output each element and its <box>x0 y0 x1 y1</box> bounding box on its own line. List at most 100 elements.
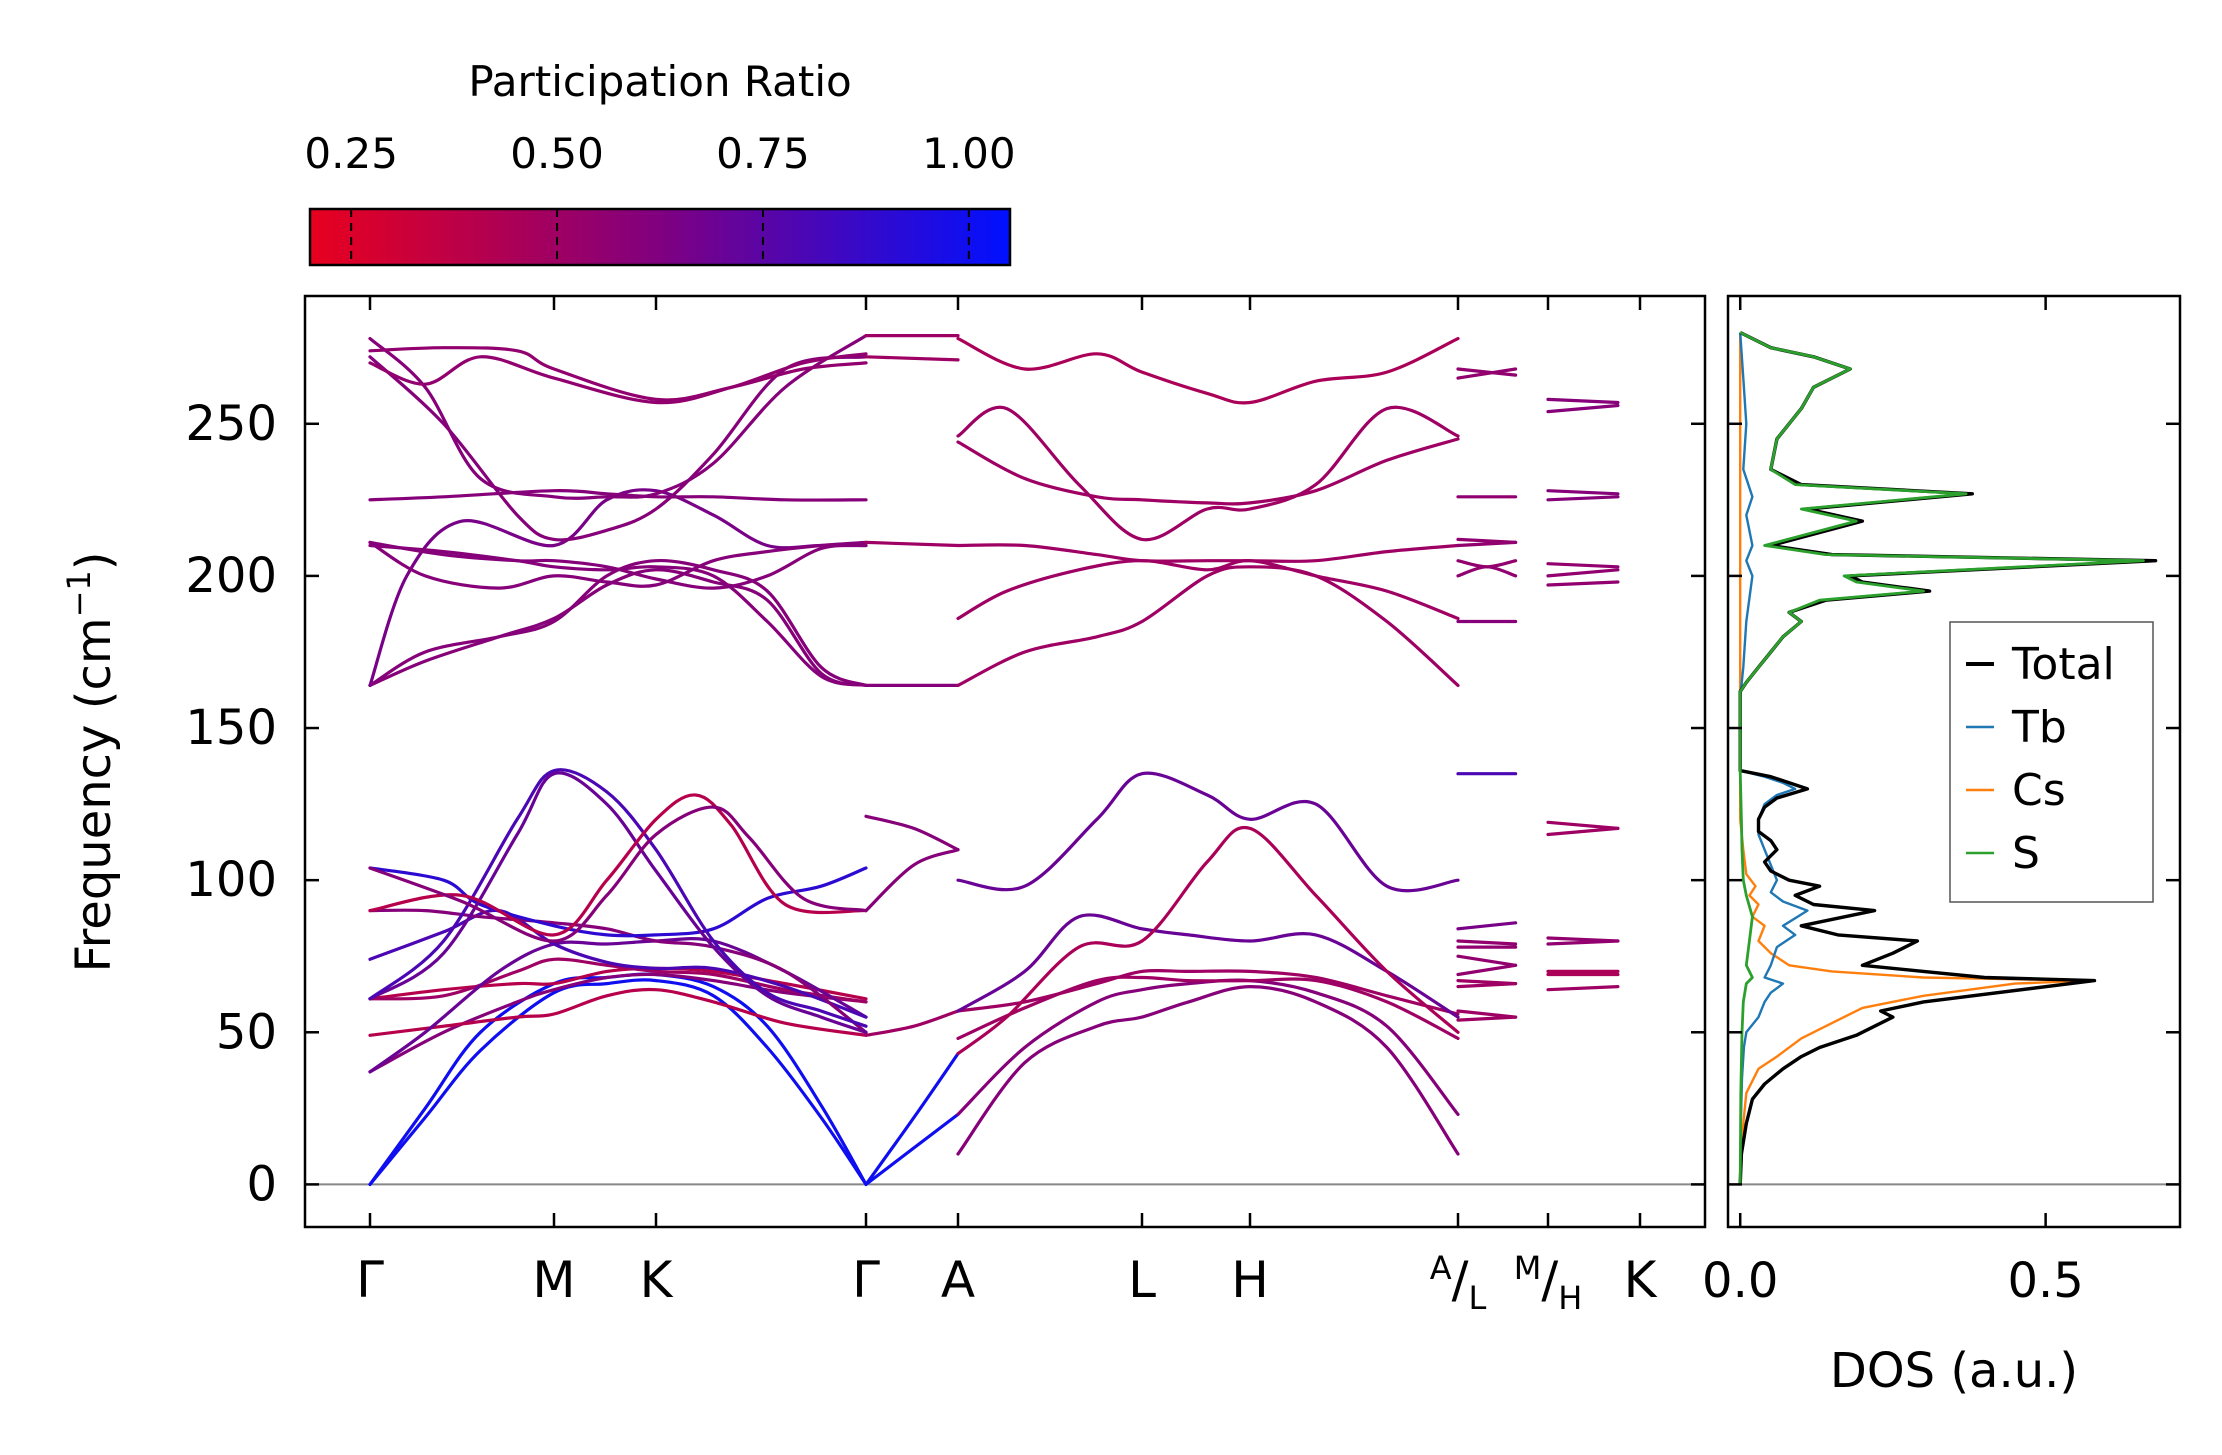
phonon-band <box>1546 985 1620 992</box>
colorbar-tick-label: 0.50 <box>510 129 604 178</box>
phonon-band <box>956 968 1460 1016</box>
legend-label-tb: Tb <box>2011 702 2067 753</box>
phonon-band <box>368 805 868 943</box>
frequency-axis-label: Frequency (cm−1) <box>60 551 122 972</box>
phonon-band <box>864 1052 960 1186</box>
k-point-label: K <box>640 1251 674 1309</box>
phonon-band <box>368 543 868 687</box>
dos-curve-s <box>1738 331 2145 1185</box>
phonon-band <box>368 355 868 542</box>
phonon-band <box>368 908 868 1019</box>
phonon-band <box>1456 939 1518 946</box>
k-point-label: M/H <box>1514 1249 1583 1317</box>
phonon-band <box>864 540 960 548</box>
frequency-tick-label: 50 <box>216 1004 277 1060</box>
phonon-band <box>368 489 868 502</box>
dos-axis: 0.0 0.5 <box>1702 296 2084 1309</box>
phonon-band <box>1456 537 1518 544</box>
frequency-label-text: Frequency (cm <box>66 617 122 972</box>
dos-tick-label: 0.0 <box>1702 1253 1778 1309</box>
frequency-label-superscript: −1 <box>60 570 98 617</box>
k-point-label-lower: H <box>1558 1279 1582 1317</box>
phonon-band <box>956 978 1460 1116</box>
frequency-axis: 0 50 100 150 200 250 <box>185 396 1705 1212</box>
colorbar-tick-label: 0.25 <box>304 129 398 178</box>
colorbar-ticks <box>350 209 970 265</box>
phonon-band <box>956 543 1460 563</box>
k-point-label: M <box>532 1251 575 1309</box>
dos-curves <box>1738 330 2158 1185</box>
phonon-band <box>1456 1009 1518 1019</box>
colorbar-tick-label: 1.00 <box>922 129 1016 178</box>
phonon-band <box>956 975 1460 1040</box>
phonon-band <box>956 771 1460 893</box>
phonon-band <box>864 1112 960 1186</box>
k-point-label-lower: L <box>1468 1279 1486 1317</box>
phonon-band <box>368 540 868 590</box>
phonon-band <box>1456 367 1518 377</box>
dos-legend: Total Tb Cs S <box>1949 621 2154 903</box>
phonon-band <box>956 565 1460 687</box>
phonon-band <box>1546 826 1620 837</box>
k-path-axis: Γ M K Γ A L H A/L M/H K <box>356 296 1658 1317</box>
phonon-band <box>368 352 868 405</box>
dos-frequency-ticks <box>1728 422 2180 1186</box>
k-point-label: K <box>1624 1251 1658 1309</box>
phonon-band <box>956 913 1460 1019</box>
phonon-band <box>368 957 868 1004</box>
k-point-label: L <box>1128 1251 1156 1309</box>
phonon-band <box>368 346 868 402</box>
colorbar-label: Participation Ratio <box>468 57 851 106</box>
phonon-band <box>368 568 868 687</box>
phonon-band <box>368 937 868 1074</box>
k-point-label-slash: / <box>1541 1251 1558 1309</box>
phonon-band <box>368 972 868 1074</box>
phonon-band <box>864 814 960 852</box>
legend-label-s: S <box>2012 828 2040 879</box>
phonon-band <box>1456 979 1518 986</box>
phonon-band <box>956 337 1460 405</box>
frequency-tick-label: 100 <box>185 852 277 908</box>
phonon-band <box>368 866 868 938</box>
colorbar-tick-labels: 0.25 0.50 0.75 1.00 <box>304 129 1015 178</box>
phonon-band <box>1546 495 1620 502</box>
k-point-label: H <box>1231 1251 1269 1309</box>
phonon-band <box>956 405 1460 542</box>
phonon-band <box>368 334 868 500</box>
phonon-band <box>956 559 1460 621</box>
phonon-band <box>368 966 868 1001</box>
phonon-band <box>368 768 868 1028</box>
phonon-band <box>1546 820 1620 830</box>
dos-axis-label: DOS (a.u.) <box>1830 1343 2078 1399</box>
k-point-label: Γ <box>356 1251 384 1309</box>
phonon-band <box>1546 562 1620 569</box>
phonon-band <box>1546 580 1620 587</box>
frequency-tick-label: 250 <box>185 396 277 452</box>
phonon-band <box>956 437 1460 506</box>
legend-frame <box>1949 621 2154 903</box>
phonon-band <box>1546 489 1620 496</box>
k-point-label: A/L <box>1430 1249 1487 1317</box>
phonon-band <box>1456 954 1518 967</box>
phonon-band <box>1546 397 1620 405</box>
legend-label-cs: Cs <box>2012 765 2066 816</box>
colorbar-gradient <box>308 207 1012 267</box>
frequency-label-close: ) <box>66 551 122 570</box>
legend-label-total: Total <box>2011 639 2115 690</box>
phonon-band <box>864 355 960 362</box>
dos-frame <box>1726 294 2182 1229</box>
dos-curve-tb <box>1739 332 1809 1185</box>
phonon-band <box>956 825 1460 1056</box>
k-point-label: A <box>941 1251 975 1309</box>
phonon-band <box>368 908 868 1034</box>
phonon-band <box>864 848 960 913</box>
phonon-bands <box>368 334 1620 1186</box>
phonon-band <box>368 978 868 1186</box>
colorbar: Participation Ratio 0.25 0.50 0.75 1.00 <box>304 57 1016 267</box>
colorbar-tick-label: 0.75 <box>716 129 810 178</box>
frequency-tick-label: 200 <box>185 548 277 604</box>
k-point-label: Γ <box>852 1251 880 1309</box>
phonon-band <box>368 558 868 687</box>
